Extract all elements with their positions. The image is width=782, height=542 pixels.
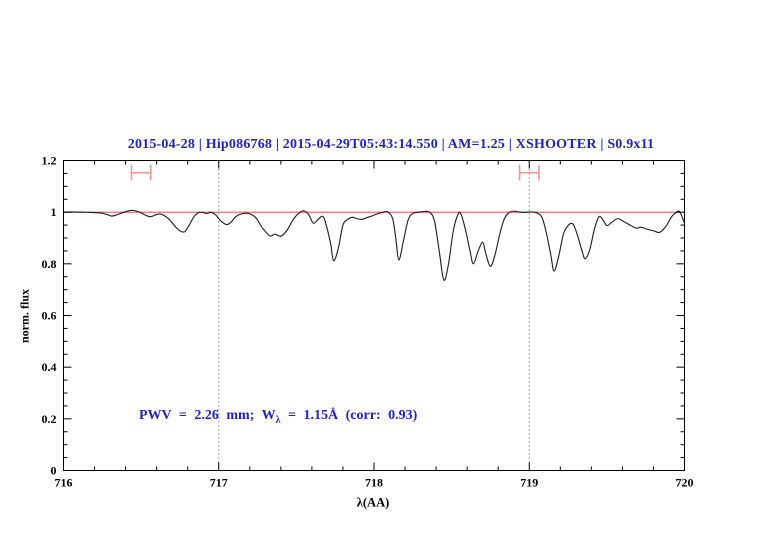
window-marker: [130, 164, 152, 181]
window-marker: [518, 164, 540, 181]
pwv-text-prefix: PWV = 2.26 mm; W: [139, 408, 276, 423]
pwv-lambda-subscript: λ: [275, 414, 281, 426]
x-tick-label: 716: [55, 476, 73, 490]
y-tick-label: 0.2: [42, 412, 57, 426]
x-tick-label: 719: [520, 476, 538, 490]
tick-labels: 716 717 718 719 720 0 0.2 0.4 0.6 0.8 1 1.2: [42, 154, 694, 490]
plot-title: 2015-04-28 | Hip086768 | 2015-04-29T05:4…: [127, 137, 655, 152]
x-axis-label: λ(AA): [356, 495, 390, 510]
y-axis-label: norm. flux: [17, 289, 32, 343]
pwv-annotation: PWV = 2.26 mm; Wλ = 1.15Å (corr: 0.93): [139, 408, 417, 426]
y-tick-label: 0.4: [42, 360, 57, 374]
pwv-text-suffix: = 1.15Å (corr: 0.93): [280, 408, 418, 423]
y-tick-label: 0: [51, 464, 57, 478]
y-tick-label: 1.2: [42, 154, 57, 168]
y-tick-label: 0.8: [42, 257, 57, 271]
spectrum-line: [63, 209, 686, 281]
x-tick-label: 717: [210, 476, 228, 490]
x-tick-label: 720: [676, 476, 694, 490]
y-tick-label: 0.6: [42, 309, 57, 323]
x-tick-label: 718: [365, 476, 383, 490]
guide-lines: [218, 161, 530, 470]
axis-ticks: [63, 160, 685, 471]
y-tick-label: 1: [51, 205, 57, 219]
integration-markers: [130, 164, 540, 181]
